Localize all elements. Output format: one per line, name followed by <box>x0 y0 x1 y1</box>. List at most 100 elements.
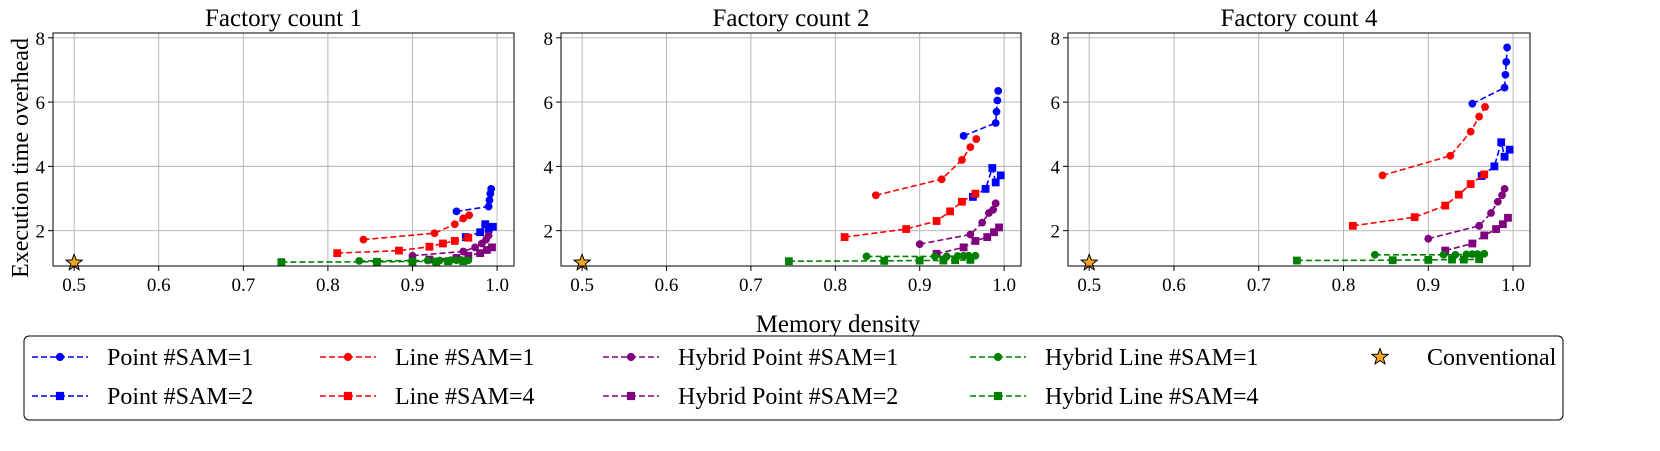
data-point <box>1505 145 1514 154</box>
data-point <box>395 246 403 255</box>
series-line <box>1382 106 1486 177</box>
data-point <box>476 228 485 237</box>
legend-entry-conventional: Conventional <box>1370 345 1557 371</box>
data-point <box>484 202 493 211</box>
panel-1: Factory count 1 0.5 0.6 0.7 0.8 0.9 1.0 2 4 6 8 <box>36 5 515 296</box>
data-point <box>355 256 364 265</box>
x-tick-label: 0.7 <box>231 275 255 296</box>
data-point <box>481 220 490 229</box>
data-point <box>959 243 968 252</box>
data-point <box>452 207 461 216</box>
data-point <box>992 107 1001 116</box>
data-point <box>971 237 980 245</box>
x-tick-label: 0.5 <box>1077 275 1101 296</box>
data-point <box>1424 234 1433 243</box>
x-axis-label: Memory density <box>756 311 921 338</box>
data-point <box>488 222 497 231</box>
x-tick-label: 0.8 <box>823 275 847 296</box>
legend-marker <box>993 391 1003 401</box>
legend-label: Conventional <box>1427 345 1557 371</box>
y-tick-label: 2 <box>1051 222 1061 243</box>
data-point <box>902 225 911 233</box>
series-hybrid-point-sam-2 <box>1441 213 1512 255</box>
panels: Factory count 10.5 0.6 0.7 0.8 0.9 1.02468Fac… <box>36 5 1531 296</box>
y-tick-label: 4 <box>36 157 46 178</box>
series-line-sam-1 <box>1378 103 1489 180</box>
legend-marker <box>993 352 1003 362</box>
legend-marker <box>343 391 353 401</box>
data-point <box>978 218 987 227</box>
y-axis-label: Execution time overhead <box>8 38 34 278</box>
data-point <box>484 225 493 233</box>
data-point <box>1501 70 1510 79</box>
data-point <box>995 223 1003 232</box>
legend-entry-hybrid-point-sam-2: Hybrid Point #SAM=2 <box>603 384 898 410</box>
data-point <box>1378 171 1387 180</box>
data-point <box>946 207 955 216</box>
data-point <box>966 230 975 239</box>
data-point <box>373 257 381 266</box>
data-point <box>951 256 960 265</box>
data-point <box>981 184 990 193</box>
data-point <box>1439 250 1448 259</box>
x-tick-label: 0.9 <box>401 275 425 296</box>
legend-marker <box>55 391 65 401</box>
data-point <box>937 175 946 184</box>
legend-box <box>23 335 1564 421</box>
data-point <box>991 119 1000 127</box>
data-point <box>1493 197 1502 206</box>
series-line <box>1444 217 1509 252</box>
data-point <box>994 86 1003 95</box>
legend-entry-line-sam-4: Line #SAM=4 <box>320 384 535 410</box>
series-line <box>875 138 977 197</box>
series-hybrid-line-sam-4 <box>277 257 468 267</box>
data-point <box>1388 256 1397 265</box>
data-point <box>444 257 452 266</box>
legend-entry-line-sam-1: Line #SAM=1 <box>320 345 535 371</box>
plot-frame <box>1067 32 1531 267</box>
y-tick-label: 6 <box>544 93 554 114</box>
series-point-sam-1 <box>1468 43 1512 108</box>
x-tick-label: 0.7 <box>1247 275 1271 296</box>
y-tick-label: 2 <box>36 222 46 243</box>
data-point <box>993 96 1002 105</box>
plot-frame <box>52 32 515 267</box>
data-point <box>1459 255 1468 264</box>
legend-label: Hybrid Line #SAM=4 <box>1045 384 1259 410</box>
data-point <box>459 214 468 223</box>
data-point <box>1348 221 1357 230</box>
y-tick-label: 8 <box>544 29 554 50</box>
data-point <box>983 233 992 241</box>
panel-title: Factory count 2 <box>713 5 870 32</box>
data-point <box>408 257 417 266</box>
legend-entry-hybrid-point-sam-1: Hybrid Point #SAM=1 <box>603 345 898 371</box>
data-point <box>488 243 496 252</box>
data-point <box>1502 58 1511 66</box>
legend-entry-hybrid-line-sam-1: Hybrid Line #SAM=1 <box>970 345 1259 371</box>
data-point <box>425 242 434 251</box>
data-point <box>430 229 439 238</box>
series-line-sam-4 <box>840 189 980 241</box>
data-point <box>464 251 473 260</box>
data-point <box>1441 246 1450 255</box>
x-tick-label: 1.0 <box>485 275 509 296</box>
data-point <box>1503 43 1512 52</box>
data-point <box>959 131 968 140</box>
legend-marker <box>626 352 636 362</box>
y-tick-label: 4 <box>544 157 554 178</box>
data-point <box>1448 255 1456 264</box>
panel-title: Factory count 4 <box>1221 5 1378 32</box>
legend-label: Hybrid Point #SAM=1 <box>678 345 898 371</box>
data-point <box>1487 209 1495 217</box>
y-tick-label: 6 <box>1051 93 1061 114</box>
data-point <box>465 211 474 220</box>
data-point <box>1410 213 1419 222</box>
data-point <box>1466 127 1475 136</box>
series-line-sam-1 <box>871 135 981 200</box>
data-point <box>1441 201 1450 210</box>
x-tick-label: 0.5 <box>570 275 594 296</box>
data-point <box>1500 152 1509 161</box>
y-tick-label: 4 <box>1051 157 1061 178</box>
data-point <box>1498 191 1506 200</box>
panel-3: Factory count 4 0.5 0.6 0.7 0.8 0.9 1.0 2 4 6 8 <box>1051 5 1531 296</box>
